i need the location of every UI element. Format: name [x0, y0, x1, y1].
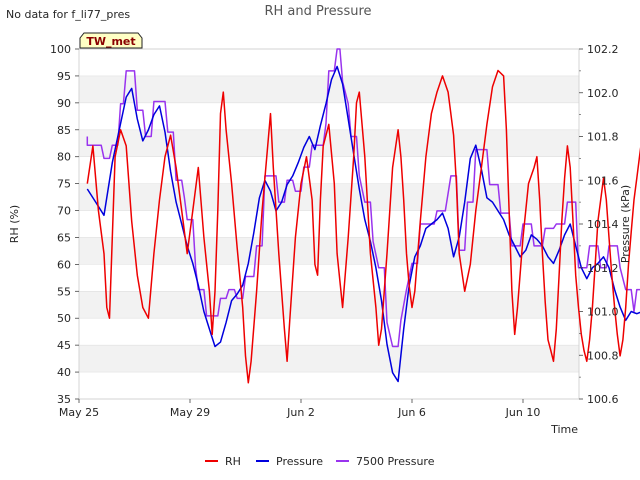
- left-tick-label: 45: [57, 339, 71, 352]
- chart-title: RH and Pressure: [264, 4, 371, 19]
- grid-band: [79, 156, 579, 184]
- x-tick-label: Jun 2: [286, 406, 315, 419]
- grid-band: [79, 264, 579, 292]
- left-tick-label: 85: [57, 124, 71, 137]
- left-tick-label: 95: [57, 70, 71, 83]
- right-tick-label: 101.6: [587, 174, 619, 187]
- grid-band: [79, 210, 579, 238]
- right-tick-label: 101.4: [587, 218, 619, 231]
- grid-band: [79, 345, 579, 373]
- grid-band: [79, 237, 579, 265]
- left-axis: 35 40 45 50 55 60 65 70 75 80 85 90 95 100: [50, 43, 79, 406]
- left-tick-label: 65: [57, 231, 71, 244]
- left-tick-label: 55: [57, 285, 71, 298]
- series-line-7500-pressure: [86, 48, 640, 348]
- left-tick-label: 80: [57, 151, 71, 164]
- grid-band: [79, 291, 579, 319]
- right-tick-label: 101.8: [587, 131, 619, 144]
- y-axis-right-label: Pressure (kPa): [619, 185, 632, 263]
- x-axis: May 25 May 29 Jun 2 Jun 6 Jun 10: [59, 399, 540, 419]
- grid-band: [79, 318, 579, 346]
- left-tick-label: 70: [57, 205, 71, 218]
- series-lines: [86, 48, 640, 384]
- grid-band: [79, 372, 579, 399]
- series-line-rh: [86, 69, 640, 384]
- right-axis: 100.6 100.8 101.0 101.2 101.4 101.6 101.8 102.0…: [579, 43, 619, 406]
- left-tick-label: 40: [57, 366, 71, 379]
- x-tick-label: Jun 10: [505, 406, 541, 419]
- right-tick-label: 101.0: [587, 306, 619, 319]
- x-tick-label: Jun 6: [397, 406, 426, 419]
- legend-label: RH: [225, 455, 241, 468]
- left-tick-label: 35: [57, 393, 71, 406]
- x-tick-label: May 25: [59, 406, 99, 419]
- legend: RH Pressure 7500 Pressure: [205, 455, 435, 468]
- legend-label: Pressure: [276, 455, 323, 468]
- legend-label: 7500 Pressure: [356, 455, 435, 468]
- x-tick-label: May 29: [170, 406, 210, 419]
- left-tick-label: 50: [57, 312, 71, 325]
- grid-band: [79, 183, 579, 211]
- left-tick-label: 75: [57, 178, 71, 191]
- station-badge: TW_met: [79, 32, 143, 49]
- right-tick-label: 101.2: [587, 262, 619, 275]
- left-tick-label: 100: [50, 43, 71, 56]
- right-tick-label: 100.6: [587, 393, 619, 406]
- y-axis-left-label: RH (%): [8, 205, 21, 243]
- right-tick-label: 102.2: [587, 43, 619, 56]
- left-tick-label: 90: [57, 97, 71, 110]
- left-tick-label: 60: [57, 258, 71, 271]
- x-axis-label: Time: [550, 423, 578, 436]
- right-tick-label: 100.8: [587, 349, 619, 362]
- no-data-note: No data for f_li77_pres: [6, 8, 130, 21]
- station-badge-label: TW_met: [86, 35, 135, 48]
- right-tick-label: 102.0: [587, 87, 619, 100]
